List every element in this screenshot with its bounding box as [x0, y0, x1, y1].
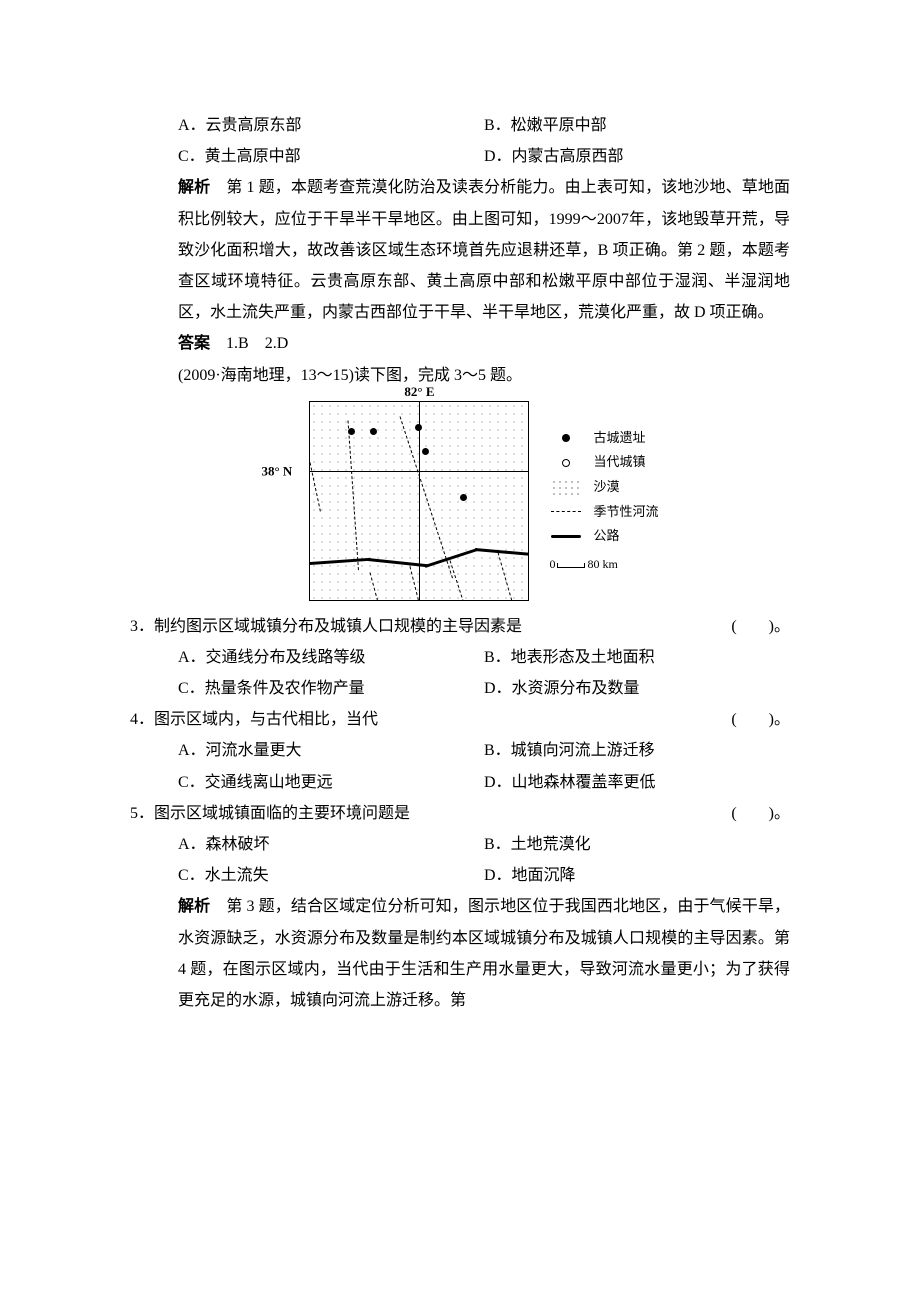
q3-options-row1: A．交通线分布及线路等级 B．地表形态及土地面积 — [130, 642, 790, 673]
legend-desert-label: 沙漠 — [593, 475, 619, 500]
intro-3-5: (2009·海南地理，13～15)读下图，完成 3～5 题。 — [130, 360, 790, 391]
ancient-city-dot — [460, 494, 467, 501]
ancient-city-dot — [415, 424, 422, 431]
q4-options-row2: C．交通线离山地更远 D．山地森林覆盖率更低 — [130, 767, 790, 798]
q5-paren: ( )。 — [711, 798, 790, 829]
q3-paren: ( )。 — [711, 611, 790, 642]
modern-city-icon — [562, 459, 570, 467]
q4-option-a: A．河流水量更大 — [178, 735, 484, 766]
seasonal-river-icon — [551, 511, 581, 512]
legend-road-label: 公路 — [593, 524, 619, 549]
road-icon — [551, 535, 581, 538]
scale-zero: 0 — [549, 557, 555, 571]
parallel-line — [310, 471, 528, 472]
scale-bar: 0 80 km — [549, 553, 658, 576]
seasonal-river-segment — [348, 420, 359, 570]
q3-stem-row: 3．制约图示区域城镇分布及城镇人口规模的主导因素是 ( )。 — [130, 611, 790, 642]
q2-options-row1: A．云贵高原东部 B．松嫩平原中部 — [130, 110, 790, 141]
q3-option-d: D．水资源分布及数量 — [484, 673, 790, 704]
legend-road: 公路 — [549, 524, 658, 549]
road-segment — [475, 548, 529, 556]
ancient-city-dot — [422, 448, 429, 455]
legend-ancient-label: 古城遗址 — [593, 426, 645, 451]
q4-option-d: D．山地森林覆盖率更低 — [484, 767, 790, 798]
q5-num: 5． — [130, 805, 154, 822]
q5-options-row2: C．水土流失 D．地面沉降 — [130, 860, 790, 891]
q2-option-a: A．云贵高原东部 — [178, 110, 484, 141]
scale-dist: 80 km — [587, 557, 617, 571]
seasonal-river-segment — [400, 416, 453, 578]
q3-stem: 制约图示区域城镇分布及城镇人口规模的主导因素是 — [154, 618, 522, 635]
q4-option-c: C．交通线离山地更远 — [178, 767, 484, 798]
analysis-text: 第 1 题，本题考查荒漠化防治及读表分析能力。由上表可知，该地沙地、草地面积比例… — [178, 179, 790, 321]
legend-desert: 沙漠 — [549, 475, 658, 500]
q5-option-c: C．水土流失 — [178, 860, 484, 891]
analysis-label: 解析 — [178, 179, 210, 196]
map-box — [309, 401, 529, 601]
q5-option-a: A．森林破坏 — [178, 829, 484, 860]
lon-label: 82° E — [404, 379, 434, 404]
q4-options-row1: A．河流水量更大 B．城镇向河流上游迁移 — [130, 735, 790, 766]
road-segment — [310, 558, 370, 565]
legend-modern-label: 当代城镇 — [593, 450, 645, 475]
map-legend: 古城遗址 当代城镇 沙漠 季节性河流 公路 0 80 km — [549, 426, 658, 576]
q5-stem-row: 5．图示区域城镇面临的主要环境问题是 ( )。 — [130, 798, 790, 829]
seasonal-river-segment — [498, 552, 514, 601]
q5-options-row1: A．森林破坏 B．土地荒漠化 — [130, 829, 790, 860]
q1-2-analysis: 解析 第 1 题，本题考查荒漠化防治及读表分析能力。由上表可知，该地沙地、草地面… — [130, 172, 790, 328]
q2-option-d: D．内蒙古高原西部 — [484, 141, 790, 172]
q4-option-b: B．城镇向河流上游迁移 — [484, 735, 790, 766]
q5-stem: 图示区域城镇面临的主要环境问题是 — [154, 805, 410, 822]
q4-stem: 图示区域内，与古代相比，当代 — [154, 711, 378, 728]
q3-num: 3． — [130, 618, 154, 635]
q4-paren: ( )。 — [711, 704, 790, 735]
ancient-city-dot — [348, 428, 355, 435]
ancient-city-dot — [370, 428, 377, 435]
q1-2-answer: 答案 1.B 2.D — [130, 328, 790, 359]
answer-text: 1.B 2.D — [210, 335, 288, 352]
q3-options-row2: C．热量条件及农作物产量 D．水资源分布及数量 — [130, 673, 790, 704]
legend-modern: 当代城镇 — [549, 450, 658, 475]
analysis35-text: 第 3 题，结合区域定位分析可知，图示地区位于我国西北地区，由于气候干旱，水资源… — [178, 898, 790, 1009]
seasonal-river-segment — [370, 572, 381, 601]
seasonal-river-segment — [310, 462, 321, 511]
q3-option-c: C．热量条件及农作物产量 — [178, 673, 484, 704]
analysis35-label: 解析 — [178, 898, 210, 915]
q2-options-row2: C．黄土高原中部 D．内蒙古高原西部 — [130, 141, 790, 172]
lat-label: 38° N — [261, 458, 292, 483]
ancient-city-icon — [562, 434, 570, 442]
q2-option-b: B．松嫩平原中部 — [484, 110, 790, 141]
q5-option-b: B．土地荒漠化 — [484, 829, 790, 860]
q5-option-d: D．地面沉降 — [484, 860, 790, 891]
answer-label: 答案 — [178, 335, 210, 352]
meridian-line — [419, 402, 420, 600]
q3-option-a: A．交通线分布及线路等级 — [178, 642, 484, 673]
q4-stem-row: 4．图示区域内，与古代相比，当代 ( )。 — [130, 704, 790, 735]
desert-icon — [551, 479, 581, 495]
legend-ancient: 古城遗址 — [549, 426, 658, 451]
seasonal-river-segment — [450, 560, 465, 601]
q4-num: 4． — [130, 711, 154, 728]
analysis-3-5: 解析 第 3 题，结合区域定位分析可知，图示地区位于我国西北地区，由于气候干旱，… — [130, 891, 790, 1016]
legend-seasonal-label: 季节性河流 — [593, 500, 658, 525]
q2-option-c: C．黄土高原中部 — [178, 141, 484, 172]
legend-seasonal: 季节性河流 — [549, 500, 658, 525]
q3-option-b: B．地表形态及土地面积 — [484, 642, 790, 673]
map-figure: 82° E 38° N 古城遗址 当代城镇 沙漠 季节性河流 公路 080 km — [130, 391, 790, 611]
